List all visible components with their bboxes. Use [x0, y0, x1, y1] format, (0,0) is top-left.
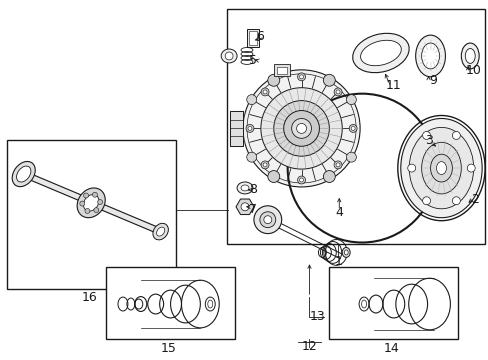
Text: 6: 6 [255, 30, 264, 42]
Polygon shape [22, 171, 162, 234]
Text: 4: 4 [335, 206, 343, 219]
Ellipse shape [237, 182, 252, 194]
Ellipse shape [153, 223, 168, 240]
Circle shape [297, 73, 305, 81]
Ellipse shape [421, 43, 439, 69]
Text: 15: 15 [161, 342, 176, 355]
Text: 1: 1 [334, 255, 342, 268]
Circle shape [267, 74, 279, 86]
Ellipse shape [400, 118, 481, 218]
Ellipse shape [460, 43, 478, 69]
Text: 7: 7 [248, 203, 256, 216]
Ellipse shape [352, 33, 408, 73]
Text: 3: 3 [424, 134, 431, 147]
Ellipse shape [436, 162, 446, 175]
Ellipse shape [259, 212, 275, 228]
Circle shape [299, 75, 303, 79]
Ellipse shape [273, 100, 328, 156]
Circle shape [267, 171, 279, 183]
Circle shape [98, 199, 102, 204]
Circle shape [422, 197, 429, 205]
Circle shape [261, 161, 268, 169]
Text: 11: 11 [385, 79, 401, 92]
Bar [276, 67, 286, 74]
Circle shape [323, 171, 335, 183]
Circle shape [348, 125, 356, 132]
Ellipse shape [241, 185, 248, 191]
Circle shape [346, 152, 356, 162]
Text: 13: 13 [309, 310, 325, 323]
Text: 14: 14 [383, 342, 399, 355]
Circle shape [247, 126, 251, 130]
Polygon shape [236, 199, 253, 215]
Circle shape [241, 203, 248, 211]
Polygon shape [230, 111, 243, 146]
Circle shape [335, 90, 339, 94]
Bar [226, 9, 484, 244]
Circle shape [451, 131, 459, 139]
Text: 16: 16 [81, 291, 97, 303]
Text: 10: 10 [465, 64, 480, 77]
Bar [248, 31, 256, 45]
Ellipse shape [342, 247, 349, 257]
Circle shape [296, 123, 306, 133]
Ellipse shape [344, 250, 347, 255]
Ellipse shape [415, 35, 445, 77]
Ellipse shape [264, 216, 271, 224]
Ellipse shape [260, 88, 342, 169]
Circle shape [263, 163, 266, 167]
Circle shape [92, 192, 97, 197]
Text: 5: 5 [248, 54, 256, 67]
Text: 2: 2 [470, 193, 478, 206]
Circle shape [246, 152, 256, 162]
Bar [273, 64, 289, 76]
Circle shape [333, 161, 341, 169]
Text: 12: 12 [301, 340, 317, 353]
Circle shape [451, 197, 459, 205]
Ellipse shape [253, 206, 281, 234]
Circle shape [245, 125, 253, 132]
Ellipse shape [224, 52, 233, 60]
Ellipse shape [421, 142, 460, 194]
Ellipse shape [221, 49, 237, 63]
Circle shape [291, 118, 311, 138]
Ellipse shape [156, 227, 164, 236]
Circle shape [346, 95, 356, 105]
Circle shape [299, 178, 303, 182]
Circle shape [407, 164, 415, 172]
Bar [106, 267, 235, 339]
Bar [246, 29, 258, 47]
Ellipse shape [408, 127, 473, 209]
Circle shape [333, 88, 341, 96]
Circle shape [335, 163, 339, 167]
Ellipse shape [77, 188, 105, 218]
Ellipse shape [360, 40, 401, 66]
Circle shape [297, 176, 305, 184]
Ellipse shape [12, 161, 35, 186]
Circle shape [467, 164, 474, 172]
Circle shape [261, 88, 268, 96]
Circle shape [323, 74, 335, 86]
Circle shape [94, 208, 99, 213]
Ellipse shape [17, 166, 31, 182]
Circle shape [350, 126, 354, 130]
Circle shape [246, 95, 256, 105]
Circle shape [85, 208, 90, 213]
Bar [7, 140, 175, 289]
Ellipse shape [464, 49, 474, 63]
Text: 9: 9 [429, 74, 437, 87]
Ellipse shape [429, 154, 451, 182]
Circle shape [283, 111, 319, 146]
Circle shape [422, 131, 429, 139]
Ellipse shape [243, 70, 359, 187]
Text: 8: 8 [248, 184, 256, 197]
Circle shape [83, 193, 88, 198]
Circle shape [80, 201, 84, 206]
Bar [328, 267, 457, 339]
Circle shape [263, 90, 266, 94]
Ellipse shape [83, 194, 99, 211]
